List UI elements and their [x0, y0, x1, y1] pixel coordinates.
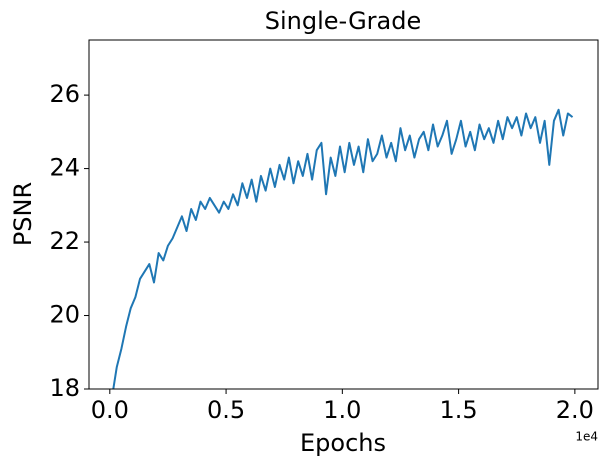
x-axis-label: Epochs	[300, 429, 386, 457]
x-tick-label: 1.5	[440, 396, 478, 424]
series-group	[112, 108, 574, 389]
x-tick-label: 2.0	[556, 396, 594, 424]
y-tick-label: 26	[49, 80, 80, 108]
y-tick-label: 24	[49, 154, 80, 182]
y-tick-label: 22	[49, 227, 80, 255]
axes-frame	[88, 39, 599, 390]
x-tick-label: 0.5	[207, 396, 245, 424]
x-tick-label: 1.0	[323, 396, 361, 424]
line-series	[112, 108, 574, 389]
y-axis-label: PSNR	[9, 182, 37, 246]
y-tick-label: 20	[49, 301, 80, 329]
x-tick-label: 0.0	[91, 396, 129, 424]
y-tick-label: 18	[49, 374, 80, 402]
x-offset-label: 1e4	[575, 430, 598, 444]
chart-title: Single-Grade	[265, 7, 422, 35]
